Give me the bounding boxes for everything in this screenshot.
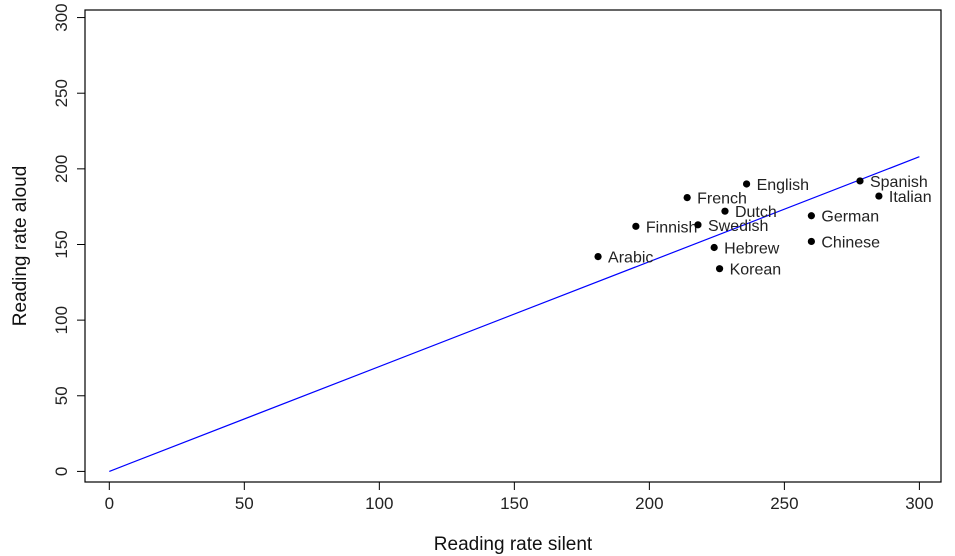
- data-point: [710, 243, 718, 252]
- x-tick-label: 300: [905, 494, 933, 513]
- y-tick-label: 50: [52, 386, 71, 405]
- point-label: French: [697, 191, 747, 208]
- data-point: [875, 192, 883, 200]
- y-tick-label: 200: [52, 155, 71, 183]
- data-point: [807, 237, 815, 246]
- point-label: German: [821, 209, 879, 226]
- data-point: [594, 252, 602, 261]
- plot-frame: [84, 9, 942, 483]
- y-tick-label: 100: [52, 306, 71, 334]
- point-label: Chinese: [821, 234, 880, 251]
- data-point: [807, 212, 815, 220]
- y-tick-label: 300: [52, 3, 71, 31]
- x-tick-label: 250: [770, 494, 798, 513]
- x-tick-label: 150: [500, 494, 528, 513]
- x-axis: 0 50 100 150 200 250 300: [105, 481, 934, 513]
- y-tick-label: 0: [52, 467, 71, 476]
- data-point: [856, 177, 864, 185]
- x-tick-label: 50: [235, 494, 254, 513]
- y-tick-label: 250: [52, 79, 71, 107]
- x-axis-title: Reading rate silent: [434, 534, 593, 555]
- data-point: [715, 265, 724, 273]
- point-label: Korean: [730, 262, 782, 279]
- point-label: Italian: [889, 189, 932, 206]
- y-axis: 0 50 100 150 200 250 300: [52, 3, 86, 476]
- data-point: [694, 221, 702, 229]
- x-tick-label: 200: [635, 494, 663, 513]
- point-label: Spanish: [870, 174, 928, 191]
- x-tick-label: 100: [365, 494, 393, 513]
- point-label: Dutch: [735, 204, 777, 221]
- point-label: Hebrew: [724, 241, 780, 258]
- data-point: [683, 193, 691, 202]
- y-axis-title: Reading rate aloud: [10, 166, 31, 327]
- point-label: Swedish: [708, 218, 768, 235]
- data-point: [721, 207, 729, 215]
- data-point: [742, 180, 751, 188]
- x-tick-label: 0: [105, 494, 114, 513]
- point-label: Arabic: [608, 250, 653, 267]
- fit-line: [109, 156, 920, 472]
- y-tick-label: 150: [52, 230, 71, 258]
- point-label: English: [757, 177, 809, 194]
- data-point: [632, 222, 640, 230]
- point-label: Finnish: [646, 219, 698, 236]
